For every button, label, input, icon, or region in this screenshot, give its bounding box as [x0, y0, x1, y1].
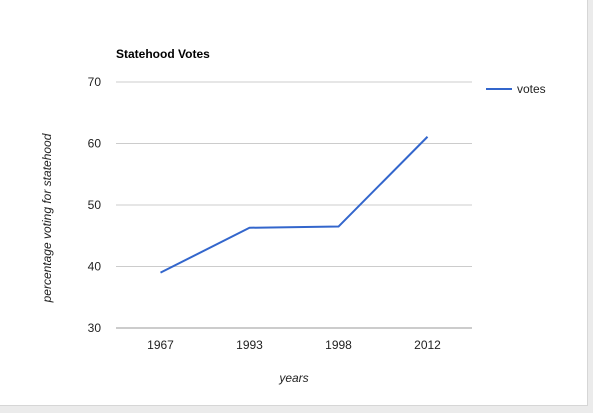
x-tick-label-1993: 1993: [236, 338, 263, 352]
y-tick-labels: 30 40 50 60 70: [88, 75, 102, 335]
x-tick-label-1967: 1967: [147, 338, 174, 352]
series-line-votes[interactable]: [160, 136, 429, 274]
series-layer: [157, 133, 432, 277]
x-tick-label-2012: 2012: [414, 338, 441, 352]
legend-label-votes: votes: [517, 82, 546, 96]
data-point-1998[interactable]: [335, 223, 343, 231]
y-axis-title: percentage voting for statehood: [40, 133, 54, 303]
legend[interactable]: votes: [486, 82, 546, 96]
line-chart: Statehood Votes 30 40 50 60 70 1967 1993 1998 2…: [40, 47, 546, 385]
y-tick-label-30: 30: [88, 321, 102, 335]
data-point-2012[interactable]: [424, 133, 432, 141]
x-tick-label-1998: 1998: [325, 338, 352, 352]
x-axis-title: years: [278, 371, 308, 385]
y-tick-label-50: 50: [88, 198, 102, 212]
chart-frame: Statehood Votes 30 40 50 60 70 1967 1993 1998 2…: [0, 0, 588, 406]
data-point-1993[interactable]: [246, 224, 254, 232]
x-tick-labels: 1967 1993 1998 2012: [147, 338, 441, 352]
data-point-1967[interactable]: [157, 269, 165, 277]
grid-layer: [116, 81, 472, 329]
y-tick-label-70: 70: [88, 75, 102, 89]
y-tick-label-60: 60: [88, 137, 102, 151]
chart-title: Statehood Votes: [116, 47, 210, 61]
y-tick-label-40: 40: [88, 260, 102, 274]
